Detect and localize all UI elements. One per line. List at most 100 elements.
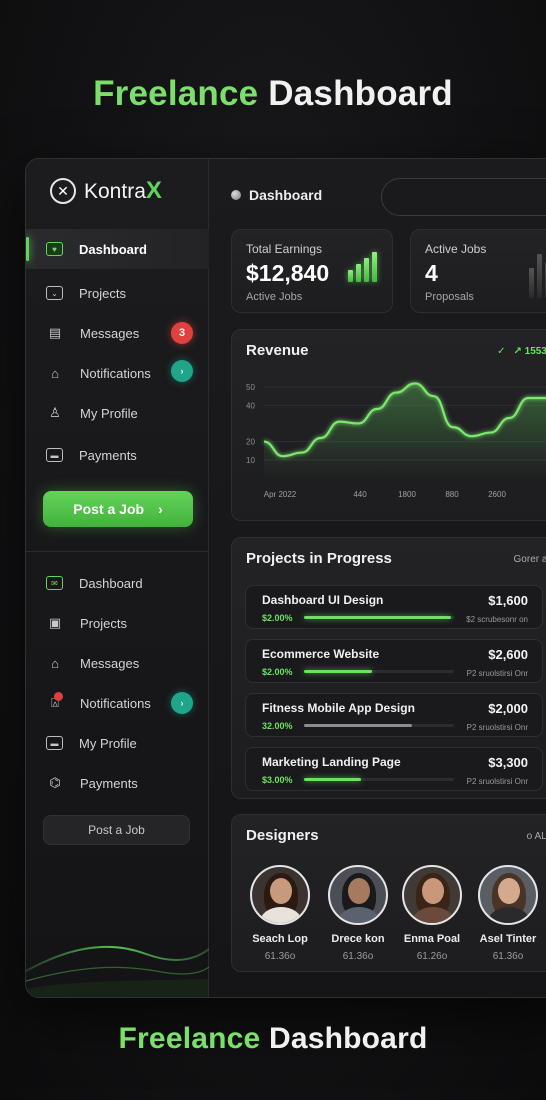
projects-see-all-link[interactable]: Gorer all › <box>513 554 546 565</box>
projects-card: Projects in Progress Gorer all › Dashboa… <box>231 537 546 799</box>
profile-icon: ▬ <box>46 736 63 750</box>
projects-icon: ⌄ <box>46 286 63 300</box>
messages-badge: 3 <box>171 322 193 344</box>
avatar <box>328 865 388 925</box>
stat-sub: Active Jobs <box>246 291 303 303</box>
sidebar-item-label: Dashboard <box>79 575 143 591</box>
chevron-right-icon: › <box>158 501 163 517</box>
designer-rate: 61.36o <box>264 951 296 962</box>
sidebar-item-projects-2[interactable]: ▣ Projects <box>26 603 209 643</box>
notifications-badge: › <box>171 692 193 714</box>
footer-title-rest: Dashboard <box>268 1022 428 1055</box>
sidebar-item-dashboard-2[interactable]: ✉ Dashboard <box>26 563 209 603</box>
sidebar-item-label: My Profile <box>80 405 138 421</box>
projects-title: Projects in Progress <box>246 550 392 567</box>
project-row[interactable]: Ecommerce Website $2,600 $2.00% P2 sruolsti… <box>245 639 543 683</box>
post-job-button-secondary[interactable]: Post a Job <box>43 815 190 845</box>
project-progress-bar <box>304 724 454 727</box>
check-icon: ✓ <box>497 346 506 357</box>
hero-title-accent: Freelance <box>93 74 259 113</box>
dashboard-window: ✕ KontraX ♥ Dashboard ⌄ Projects ▤ Messa… <box>25 158 546 998</box>
sidebar-item-label: My Profile <box>79 735 137 751</box>
project-row[interactable]: Marketing Landing Page $3,300 $3.00% P2 sru… <box>245 747 543 791</box>
project-progress-bar <box>304 616 454 619</box>
sidebar-item-label: Messages <box>80 655 140 671</box>
designer-name: Drece kon <box>331 933 385 945</box>
sidebar-item-label: Notifications <box>80 695 151 711</box>
sidebar-item-label: Notifications <box>80 365 151 381</box>
sidebar-item-messages[interactable]: ▤ Messages 3 <box>26 313 209 353</box>
designer-item[interactable]: Seach Lop 61.36o <box>240 865 320 962</box>
avatar <box>478 865 538 925</box>
project-meta: P2 sruolstirsi Onr <box>466 723 528 732</box>
designer-item[interactable]: Enma Poal 61.26o <box>392 865 472 962</box>
logo[interactable]: ✕ KontraX <box>50 177 162 205</box>
messages-icon: ▤ <box>48 325 62 340</box>
hero-title: Freelance Dashboard <box>0 74 546 114</box>
designer-rate: 61.26o <box>416 951 448 962</box>
sidebar-item-dashboard[interactable]: ♥ Dashboard <box>26 229 209 269</box>
y-tick-label: 50 <box>246 383 255 392</box>
search-input[interactable] <box>381 178 546 216</box>
stat-label: Active Jobs <box>425 242 487 256</box>
project-name: Marketing Landing Page <box>262 755 401 769</box>
sidebar-item-label: Dashboard <box>79 241 147 257</box>
stat-label: Total Earnings <box>246 242 323 256</box>
primary-nav: ♥ Dashboard ⌄ Projects ▤ Messages 3 ⌂ No… <box>26 229 209 475</box>
project-percent: $2.00% <box>262 613 293 623</box>
logo-text: KontraX <box>84 177 162 204</box>
x-tick-label: 440 <box>353 490 367 499</box>
sidebar-item-label: Projects <box>80 615 127 631</box>
x-tick-label: 2600 <box>488 490 506 499</box>
stat-card-active-jobs[interactable]: Active Jobs 4 Proposals <box>410 229 546 313</box>
stat-value: 4 <box>425 260 438 286</box>
project-meta: P2 sruolstirsi Onr <box>466 669 528 678</box>
stat-sub: Proposals <box>425 291 474 303</box>
project-price: $1,600 <box>488 593 528 608</box>
sidebar-item-my-profile[interactable]: ♙ My Profile <box>26 393 209 433</box>
sidebar-item-notifications-2[interactable]: ⍓ Notifications › <box>26 683 209 723</box>
revenue-title: Revenue <box>246 342 309 359</box>
user-icon: ♙ <box>49 405 61 420</box>
sidebar-item-label: Payments <box>79 447 137 463</box>
main-content: Dashboard Total Earnings $12,840 Active … <box>209 159 546 997</box>
designer-name: Enma Poal <box>403 933 461 945</box>
dashboard-icon: ♥ <box>46 242 63 256</box>
x-tick-label: Apr 2022 <box>264 490 297 499</box>
sidebar-item-payments[interactable]: ▬ Payments <box>26 435 209 475</box>
stat-card-earnings[interactable]: Total Earnings $12,840 Active Jobs <box>231 229 393 313</box>
sidebar-item-messages-2[interactable]: ⌂ Messages <box>26 643 209 683</box>
revenue-line <box>263 382 546 458</box>
project-row[interactable]: Dashboard UI Design $1,600 $2.00% $2 scrube… <box>245 585 543 629</box>
footer-title: Freelance Dashboard <box>0 1022 546 1056</box>
project-price: $2,000 <box>488 701 528 716</box>
post-job-button[interactable]: Post a Job › <box>43 491 193 527</box>
sidebar-item-projects[interactable]: ⌄ Projects <box>26 273 209 313</box>
revenue-chart: 50 40 20 10 Apr 2022 440 1800 880 2600 <box>246 382 546 499</box>
sidebar-item-notifications[interactable]: ⌂ Notifications › <box>26 353 209 393</box>
designer-item[interactable]: Drece kon 61.36o <box>318 865 398 962</box>
sidebar-item-label: Messages <box>80 325 140 341</box>
sidebar-item-my-profile-2[interactable]: ▬ My Profile <box>26 723 209 763</box>
project-row[interactable]: Fitness Mobile App Design $2,000 32.00% P2 … <box>245 693 543 737</box>
designer-item[interactable]: Asel Tinter 61.36o <box>468 865 546 962</box>
bars-icon <box>348 252 377 282</box>
revenue-area <box>264 383 546 478</box>
bell-icon: ⍓ <box>51 695 59 710</box>
designers-see-all-link[interactable]: o ALL › <box>526 831 546 842</box>
status-dot-icon <box>231 190 241 200</box>
sidebar-item-payments-2[interactable]: ⌬ Payments <box>26 763 209 803</box>
bell-icon: ⌂ <box>51 365 59 381</box>
designer-rate: 61.36o <box>492 951 524 962</box>
project-progress-bar <box>304 670 454 673</box>
notifications-badge: › <box>171 360 193 382</box>
designers-title: Designers <box>246 827 319 844</box>
projects-icon: ▣ <box>48 615 62 630</box>
project-name: Fitness Mobile App Design <box>262 701 415 715</box>
project-meta: $2 scrubesonr on <box>466 615 528 624</box>
alert-dot <box>54 692 63 701</box>
bank-icon: ⌬ <box>49 775 61 790</box>
y-tick-label: 40 <box>246 401 255 410</box>
designer-name: Asel Tinter <box>479 933 537 945</box>
